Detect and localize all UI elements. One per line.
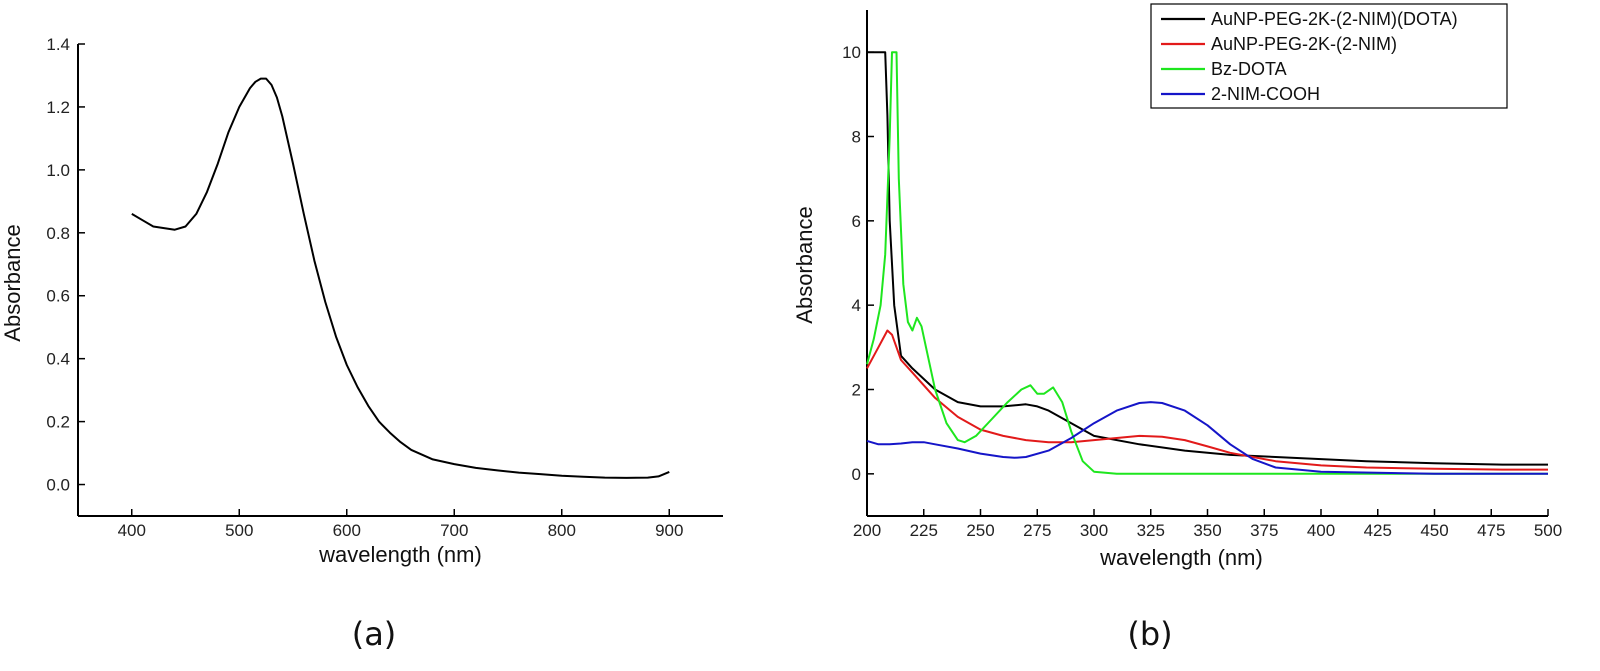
panel-a-y-tick-label: 0.0 [46, 476, 70, 495]
panel-a-y-tick-label: 0.6 [46, 287, 70, 306]
panel-b-x-axis-label: wavelength (nm) [1099, 545, 1263, 570]
panel-b-x-tick-label: 250 [966, 521, 994, 540]
panel-b-x-tick-label: 400 [1307, 521, 1335, 540]
panel-b-legend-entry: 2-NIM-COOH [1211, 84, 1320, 104]
panel-b-x-tick-label: 200 [853, 521, 881, 540]
panel-b-y-tick-label: 0 [852, 465, 861, 484]
panel-b-x-tick-label: 425 [1364, 521, 1392, 540]
panel-a-x-tick-label: 700 [440, 521, 468, 540]
panel-b-y-tick-label: 2 [852, 381, 861, 400]
panel-a-x-tick-label: 500 [225, 521, 253, 540]
panel-a-series-line-0 [131, 77, 670, 479]
panel-a-y-tick-label: 0.4 [46, 350, 70, 369]
panel-b-y-tick-label: 8 [852, 128, 861, 147]
panel-b-legend-entry: AuNP-PEG-2K-(2-NIM)(DOTA) [1211, 9, 1458, 29]
panel-b-y-tick-label: 6 [852, 212, 861, 231]
panel-b-legend [1150, 3, 1508, 109]
panel-b-label: (b) [1127, 615, 1172, 653]
panel-a-y-tick-label: 0.8 [46, 224, 70, 243]
panel-a-y-tick-label: 0.2 [46, 413, 70, 432]
panel-b-series-line-2-nim-cooh [866, 401, 1548, 475]
panel-b-x-tick-label: 500 [1534, 521, 1562, 540]
panel-a-x-tick-label: 400 [118, 521, 146, 540]
panel-a-x-tick-label: 800 [548, 521, 576, 540]
panel-b-series-line-bz-dota [866, 51, 1548, 475]
panel-b-x-tick-label: 275 [1023, 521, 1051, 540]
panel-b-y-tick-label: 10 [842, 43, 861, 62]
panel-b-x-tick-label: 375 [1250, 521, 1278, 540]
panel-b-x-tick-label: 475 [1477, 521, 1505, 540]
panel-a-x-axis-label: wavelength (nm) [318, 542, 482, 567]
panel-b-legend-entry: Bz-DOTA [1211, 59, 1287, 79]
panel-a-y-axis-label: Absorbance [0, 224, 25, 341]
panel-a-x-tick-label: 900 [655, 521, 683, 540]
panel-b-x-tick-label: 225 [910, 521, 938, 540]
panel-b-y-axis-label: Absorbance [792, 206, 817, 323]
panel-a-y-tick-label: 1.0 [46, 161, 70, 180]
panel-a-y-tick-label: 1.4 [46, 35, 70, 54]
panel-a-y-tick-label: 1.2 [46, 98, 70, 117]
panel-b-series-line-aunp-peg-2k-2-nim [866, 329, 1548, 471]
panel-b-x-tick-label: 350 [1193, 521, 1221, 540]
panel-b-x-tick-label: 325 [1137, 521, 1165, 540]
panel-b-legend-entry: AuNP-PEG-2K-(2-NIM) [1211, 34, 1397, 54]
panel-b-x-tick-label: 300 [1080, 521, 1108, 540]
panel-a-label: (a) [352, 615, 397, 653]
panel-a-x-tick-label: 600 [333, 521, 361, 540]
panel-b-series-line-aunp-peg-2k-2-nim-dota [867, 51, 1548, 466]
panel-b-x-tick-label: 450 [1420, 521, 1448, 540]
panel-b-y-tick-label: 4 [852, 296, 861, 315]
